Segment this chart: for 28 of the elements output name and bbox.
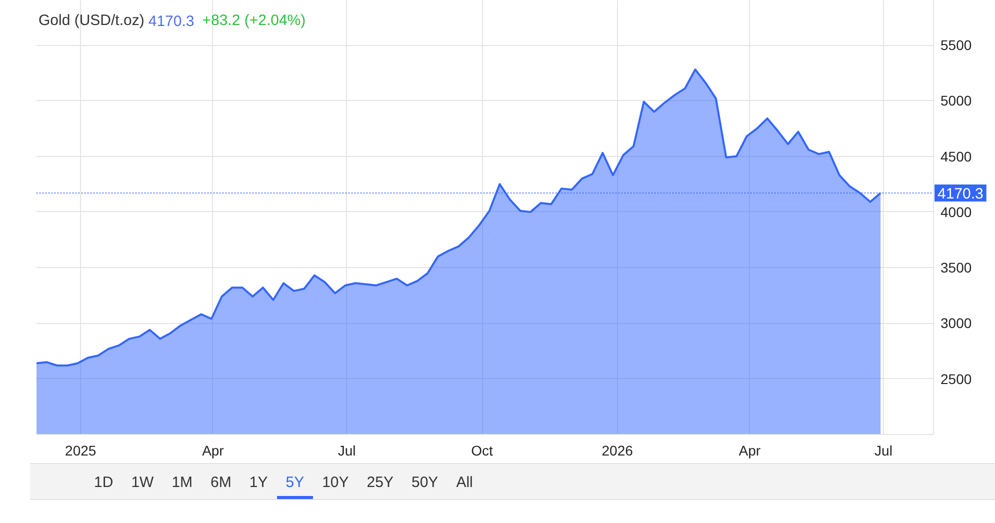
x-tick-label: 2026	[602, 442, 634, 458]
text: 5Y	[276, 464, 314, 499]
y-tick-label: 4000	[940, 204, 972, 220]
ref-line-label: 4170.3	[938, 185, 984, 202]
text: 1Y	[240, 464, 277, 499]
text: 6M	[202, 464, 240, 499]
y-tick-label: 3500	[940, 260, 972, 276]
y-tick-label: 2500	[940, 370, 972, 387]
text: Gold (USD/t.oz)	[38, 12, 144, 29]
text: 1D	[85, 464, 122, 499]
text: 1M	[162, 464, 202, 499]
text: All	[447, 464, 482, 499]
x-tick-label: Oct	[471, 442, 494, 458]
x-tick-label: 2025	[65, 442, 96, 458]
x-tick-label: Jul	[874, 442, 892, 458]
annotation: +83.2 (+2.04%)	[202, 12, 306, 29]
text: 4170.3	[148, 13, 194, 30]
text: 25Y	[358, 464, 402, 499]
x-tick-label: Apr	[202, 442, 224, 458]
y-tick-label: 4500	[940, 148, 972, 164]
y-tick-label: 5500	[940, 37, 972, 54]
x-tick-label: Apr	[738, 442, 761, 458]
y-tick-label: 3000	[940, 315, 972, 332]
x-tick-label: Jul	[338, 442, 356, 458]
text: 1W	[122, 464, 163, 499]
text: 10Y	[313, 464, 358, 499]
text: 50Y	[402, 464, 448, 499]
y-tick-label: 5000	[940, 92, 972, 109]
